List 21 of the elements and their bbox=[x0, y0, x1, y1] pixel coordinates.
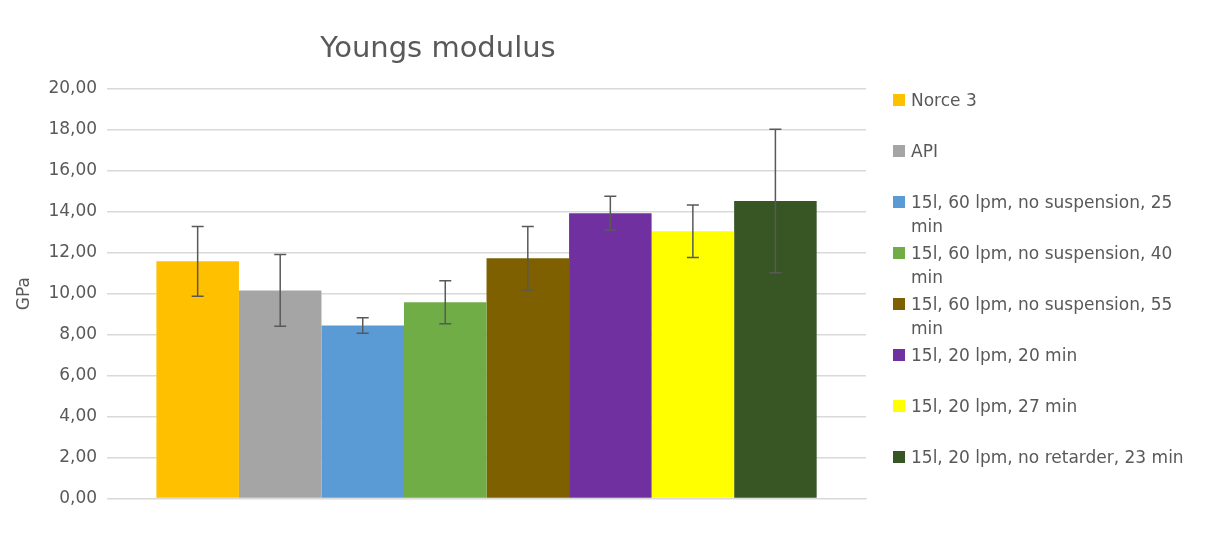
legend-label: API bbox=[911, 141, 938, 161]
y-tick-label: 16,00 bbox=[48, 159, 98, 180]
legend-label: 15l, 60 lpm, no suspension, 40 min bbox=[911, 243, 1173, 287]
y-tick-label: 18,00 bbox=[48, 118, 98, 139]
chart-title: Youngs modulus bbox=[319, 29, 556, 64]
legend-label: 15l, 60 lpm, no suspension, 55 min bbox=[911, 294, 1173, 338]
y-tick-label: 12,00 bbox=[48, 241, 98, 262]
y-tick-label: 14,00 bbox=[48, 200, 98, 221]
legend-label: 15l, 20 lpm, no retarder, 23 min bbox=[911, 447, 1184, 467]
legend-label: 15l, 20 lpm, 20 min bbox=[911, 345, 1078, 365]
y-tick-label: 2,00 bbox=[59, 446, 98, 467]
y-tick-label: 20,00 bbox=[48, 77, 98, 98]
legend-label: 15l, 20 lpm, 27 min bbox=[911, 396, 1078, 416]
y-tick-label: 4,00 bbox=[59, 405, 98, 426]
legend-label: Norce 3 bbox=[911, 90, 977, 110]
y-axis-title: GPa bbox=[12, 277, 33, 311]
legend-label: 15l, 60 lpm, no suspension, 25 min bbox=[911, 192, 1173, 236]
y-tick-label: 8,00 bbox=[59, 323, 98, 344]
y-tick-label: 10,00 bbox=[48, 282, 98, 303]
y-tick-label: 0,00 bbox=[59, 487, 98, 508]
y-tick-label: 6,00 bbox=[59, 364, 98, 385]
